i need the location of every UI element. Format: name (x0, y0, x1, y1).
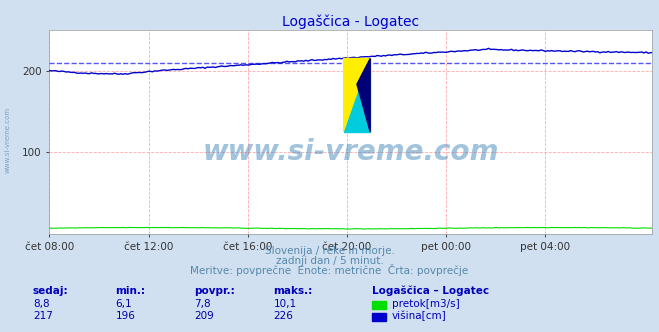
Text: Logaščica – Logatec: Logaščica – Logatec (372, 285, 490, 296)
Polygon shape (344, 58, 370, 132)
Polygon shape (344, 58, 370, 132)
Text: pretok[m3/s]: pretok[m3/s] (392, 299, 460, 309)
Text: sedaj:: sedaj: (33, 286, 69, 296)
Text: 217: 217 (33, 311, 53, 321)
Text: min.:: min.: (115, 286, 146, 296)
Text: 10,1: 10,1 (273, 299, 297, 309)
Text: 6,1: 6,1 (115, 299, 132, 309)
Text: 8,8: 8,8 (33, 299, 49, 309)
Text: 196: 196 (115, 311, 135, 321)
Text: maks.:: maks.: (273, 286, 313, 296)
Text: Meritve: povprečne  Enote: metrične  Črta: povprečje: Meritve: povprečne Enote: metrične Črta:… (190, 264, 469, 276)
Text: www.si-vreme.com: www.si-vreme.com (5, 106, 11, 173)
Text: 226: 226 (273, 311, 293, 321)
Text: Slovenija / reke in morje.: Slovenija / reke in morje. (264, 246, 395, 256)
Polygon shape (357, 58, 370, 132)
Text: 7,8: 7,8 (194, 299, 211, 309)
Title: Logaščica - Logatec: Logaščica - Logatec (282, 14, 420, 29)
Text: www.si-vreme.com: www.si-vreme.com (203, 138, 499, 166)
Text: 209: 209 (194, 311, 214, 321)
Text: zadnji dan / 5 minut.: zadnji dan / 5 minut. (275, 256, 384, 266)
Text: povpr.:: povpr.: (194, 286, 235, 296)
Text: višina[cm]: višina[cm] (392, 311, 447, 321)
